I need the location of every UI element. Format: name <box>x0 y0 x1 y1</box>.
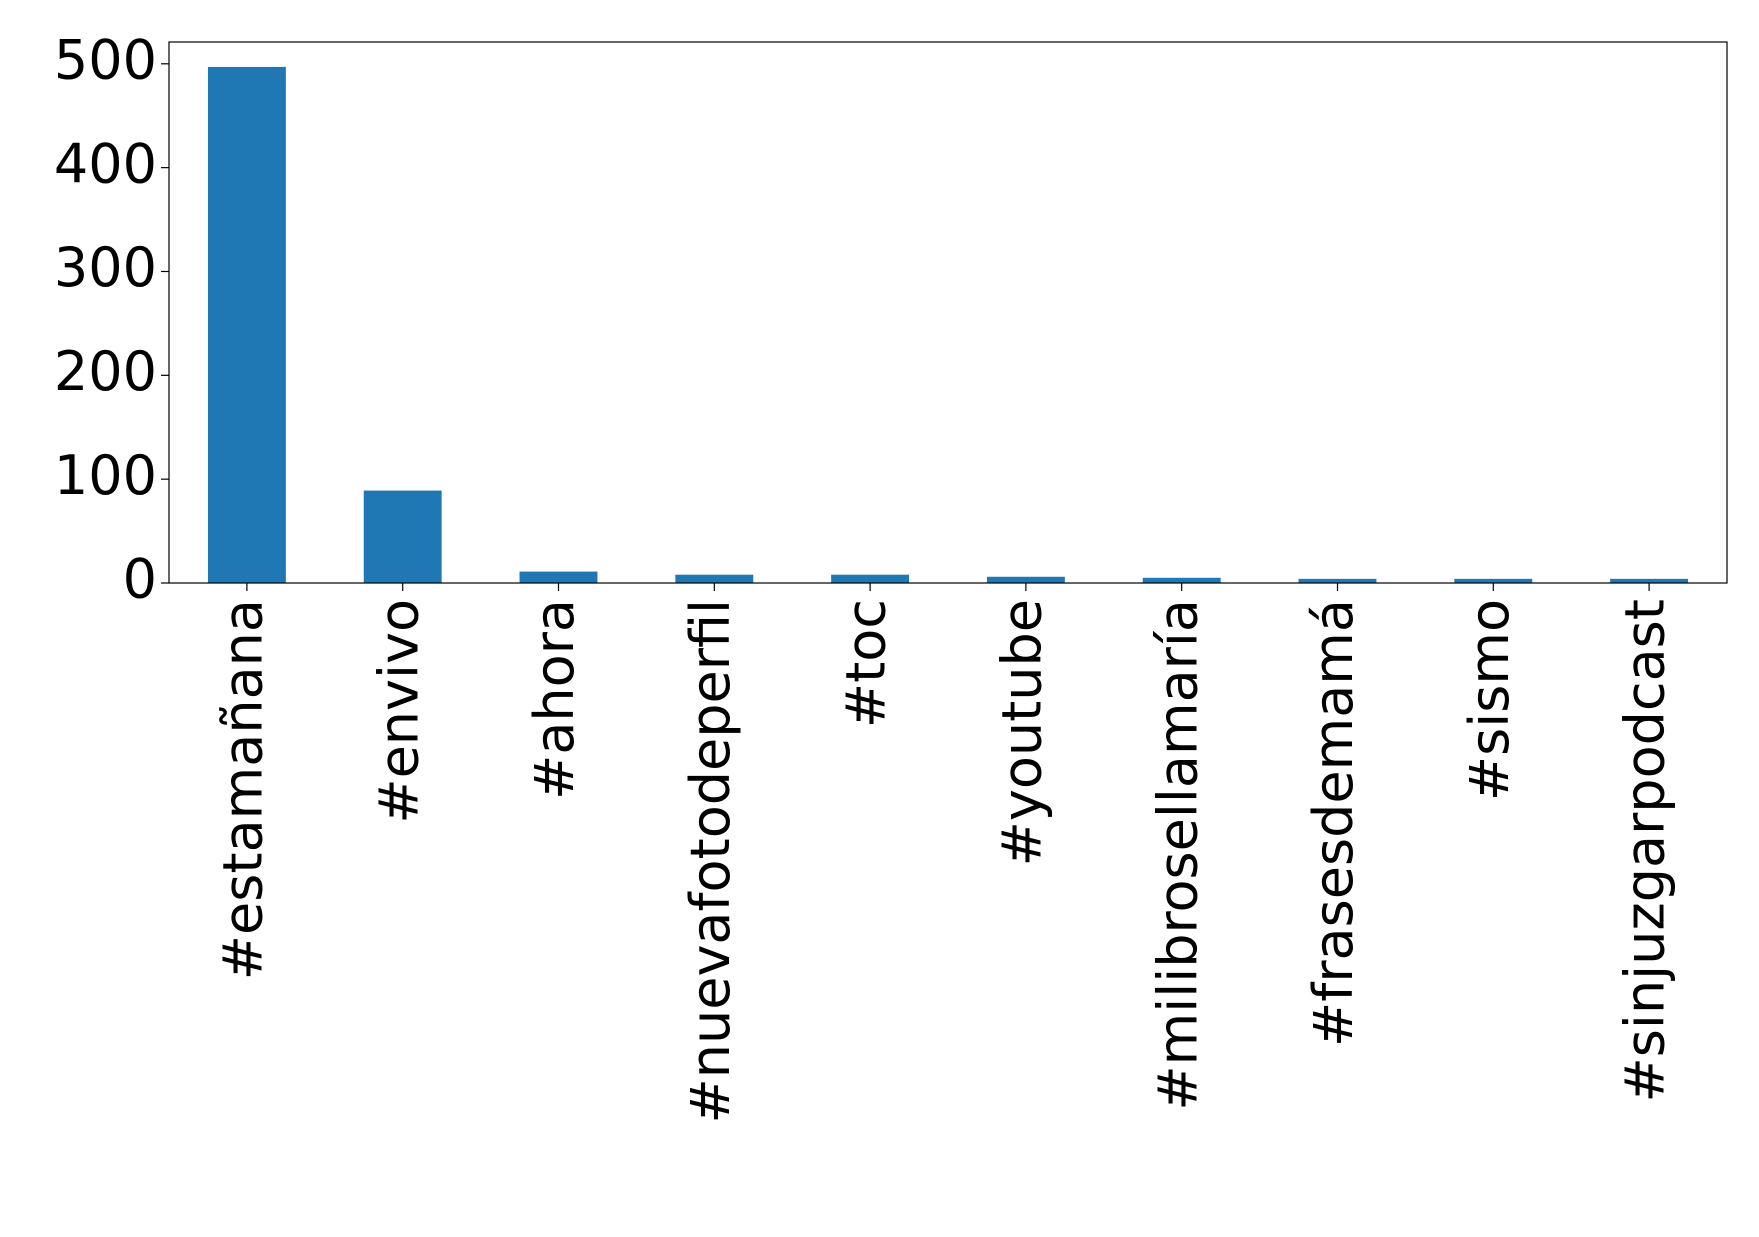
plot-frame <box>168 41 1728 584</box>
bar <box>1454 578 1533 583</box>
bar <box>986 576 1065 583</box>
x-tick-label: #ahora <box>523 599 586 800</box>
bar <box>519 571 598 583</box>
x-tick-label: #estamañana <box>212 599 275 980</box>
x-tick-label: #nuevafotodeperfil <box>679 599 742 1123</box>
x-tick-label: #youtube <box>991 599 1054 866</box>
bar <box>831 574 910 583</box>
bar <box>675 574 754 583</box>
x-tick-label: #milibrosellamaría <box>1146 599 1209 1111</box>
x-tick-label: #sismo <box>1458 599 1521 801</box>
x-tick-label: #envivo <box>367 599 430 824</box>
y-tick-label: 100 <box>54 444 157 507</box>
x-tick-label: #frasesdemamá <box>1302 599 1365 1047</box>
y-tick-label: 0 <box>123 548 157 611</box>
y-tick-label: 400 <box>54 132 157 195</box>
bar <box>1298 578 1377 583</box>
bar <box>1610 578 1689 583</box>
bar <box>363 490 442 583</box>
x-tick-label: #toc <box>835 599 898 728</box>
y-tick-label: 200 <box>54 340 157 403</box>
bar <box>207 66 286 583</box>
x-tick-label: #sinjuzgarpodcast <box>1614 599 1677 1102</box>
bar <box>1142 577 1221 583</box>
y-tick-label: 500 <box>54 28 157 91</box>
y-tick-label: 300 <box>54 236 157 299</box>
